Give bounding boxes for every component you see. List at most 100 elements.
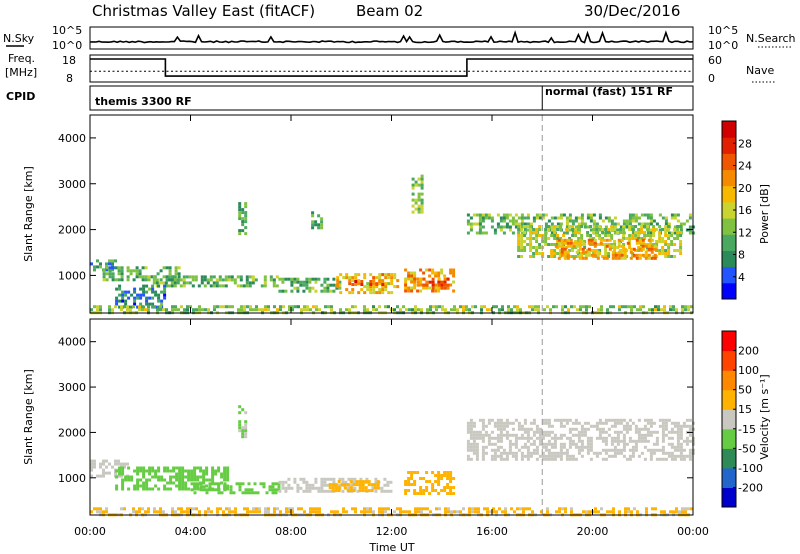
data-cell — [544, 225, 548, 229]
data-cell — [541, 442, 545, 446]
data-cell — [586, 439, 590, 443]
data-cell — [315, 305, 318, 309]
data-cell — [569, 241, 573, 245]
data-cell — [561, 308, 564, 312]
data-cell — [559, 457, 563, 461]
data-cell — [359, 477, 363, 481]
data-cell — [623, 247, 627, 251]
data-cell — [670, 454, 674, 458]
data-cell — [496, 433, 500, 437]
data-cell — [498, 507, 501, 511]
data-cell — [604, 448, 608, 452]
data-cell — [93, 462, 96, 466]
data-cell — [505, 222, 509, 226]
data-cell — [238, 405, 242, 409]
data-cell — [252, 510, 255, 514]
data-cell — [469, 424, 473, 428]
data-cell — [673, 430, 677, 434]
data-cell — [628, 222, 632, 226]
data-cell — [255, 305, 258, 309]
data-cell — [221, 284, 225, 288]
data-cell — [684, 305, 687, 309]
data-cell — [417, 308, 420, 312]
data-cell — [466, 222, 470, 226]
data-cell — [526, 445, 530, 449]
data-cell — [597, 510, 600, 514]
data-cell — [670, 430, 674, 434]
data-cell — [190, 478, 194, 482]
data-cell — [214, 488, 218, 492]
colorbar-swatch — [722, 428, 736, 449]
data-cell — [565, 454, 569, 458]
data-cell — [571, 427, 575, 431]
data-cell — [580, 445, 584, 449]
data-cell — [486, 510, 489, 514]
data-cell — [645, 510, 648, 514]
data-cell — [211, 466, 215, 470]
data-cell — [437, 483, 441, 486]
data-cell — [634, 237, 638, 240]
data-cell — [634, 442, 638, 446]
data-cell — [180, 507, 183, 511]
data-cell — [182, 281, 186, 285]
data-cell — [578, 253, 582, 257]
data-cell — [363, 507, 366, 511]
data-cell — [414, 180, 418, 184]
data-cell — [352, 483, 356, 487]
data-cell — [670, 442, 674, 446]
data-cell — [449, 492, 453, 495]
data-cell — [159, 305, 162, 309]
data-cell — [667, 234, 671, 237]
data-cell — [550, 225, 554, 229]
y-tick-label: 4000 — [58, 336, 86, 349]
colorbar-tick-label: 16 — [738, 204, 752, 217]
data-cell — [226, 487, 230, 491]
data-cell — [419, 489, 423, 492]
data-cell — [102, 471, 105, 475]
data-cell — [517, 240, 521, 243]
data-cell — [644, 250, 648, 254]
data-cell — [124, 302, 128, 306]
freq-ytick-top: 18 — [62, 54, 76, 67]
y-tick-label: 2000 — [58, 426, 86, 439]
data-cell — [346, 489, 350, 493]
data-cell — [130, 305, 134, 309]
data-cell — [133, 296, 137, 300]
data-cell — [489, 510, 492, 514]
data-cell — [434, 271, 438, 275]
data-cell — [663, 308, 666, 312]
data-cell — [556, 216, 560, 220]
data-cell — [416, 280, 420, 284]
data-cell — [568, 249, 572, 252]
data-cell — [631, 445, 635, 449]
data-cell — [211, 488, 215, 492]
data-cell — [661, 424, 665, 428]
data-cell — [586, 231, 590, 234]
data-cell — [664, 252, 668, 255]
data-cell — [238, 420, 242, 424]
data-cell — [399, 308, 402, 312]
data-cell — [142, 472, 146, 476]
data-cell — [156, 272, 160, 276]
data-cell — [213, 308, 216, 312]
data-cell — [241, 208, 245, 212]
data-cell — [404, 492, 408, 495]
data-cell — [410, 286, 414, 290]
data-cell — [508, 421, 512, 425]
data-cell — [532, 246, 536, 249]
data-cell — [132, 510, 135, 514]
data-cell — [578, 244, 582, 248]
data-cell — [466, 427, 470, 431]
data-cell — [258, 308, 261, 312]
data-cell — [437, 280, 441, 284]
data-cell — [144, 266, 148, 270]
data-cell — [171, 308, 174, 312]
data-cell — [196, 475, 200, 479]
data-cell — [330, 308, 333, 312]
data-cell — [604, 228, 608, 231]
data-cell — [571, 454, 575, 458]
data-cell — [586, 448, 590, 452]
data-cell — [117, 462, 120, 466]
data-cell — [446, 474, 450, 477]
data-cell — [574, 231, 578, 234]
